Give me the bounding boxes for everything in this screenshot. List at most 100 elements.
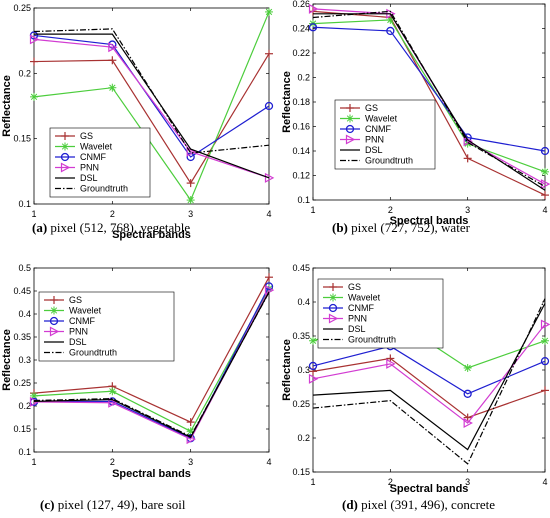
series-line-gs <box>33 53 270 185</box>
legend-label: PNN <box>69 327 88 337</box>
y-axis-label: Reflectance <box>1 75 13 137</box>
y-tick-label: 0.12 <box>292 171 310 181</box>
legend-marker <box>49 316 59 326</box>
legend-item: Wavelet <box>44 306 102 316</box>
legend-item: PNN <box>340 134 384 145</box>
series-line-cnmf <box>33 34 270 158</box>
legend-label: PNN <box>365 135 384 145</box>
legend-label: Groundtruth <box>365 156 413 166</box>
y-tick-label: 0.5 <box>18 263 31 273</box>
y-tick-label: 0.2 <box>297 73 310 83</box>
panel-3: 1 2 3 4 0.1 0.15 0.2 0.25 0.3 0.35 0.4 0.45 0.5 Spect… <box>1 263 275 480</box>
data-point <box>30 391 38 400</box>
panel-2: 1 2 3 4 0.1 0.12 0.14 0.16 0.18 0.2 0.22 0.24 0.26 Sp… <box>281 0 550 227</box>
y-tick-label: 0.2 <box>297 433 310 443</box>
legend-item: GS <box>55 131 93 141</box>
x-tick-label: 1 <box>310 477 315 487</box>
series-line-groundtruth <box>312 10 546 188</box>
data-point <box>308 3 319 14</box>
legend-item: CNMF <box>340 124 391 134</box>
data-point <box>264 172 275 183</box>
legend-item: Groundtruth <box>323 335 396 345</box>
caption-2: (b) pixel (727, 752), water <box>332 220 470 236</box>
panel-4: 1 2 3 4 0.15 0.2 0.25 0.3 0.35 0.4 0.45 Spectral ba… <box>281 263 550 495</box>
x-tick-label: 1 <box>31 457 36 467</box>
data-point <box>463 363 472 372</box>
series-line-gs <box>312 357 546 419</box>
x-tick-label: 1 <box>31 209 36 219</box>
legend-label: CNMF <box>69 316 95 326</box>
data-point <box>186 179 195 188</box>
series-line-groundtruth <box>33 28 270 154</box>
series-line-pnn <box>312 324 546 424</box>
legend-label: DSL <box>80 173 98 183</box>
caption-text: pixel (127, 49), bare soil <box>54 497 186 512</box>
y-tick-label: 0.3 <box>18 355 31 365</box>
legend-item: PNN <box>44 326 88 337</box>
x-tick-label: 1 <box>310 205 315 215</box>
legend-label: PNN <box>80 163 99 173</box>
y-tick-label: 0.3 <box>297 365 310 375</box>
x-tick-label: 3 <box>465 205 470 215</box>
legend-label: Wavelet <box>69 306 102 316</box>
x-tick-label: 3 <box>188 457 193 467</box>
legend-marker <box>49 326 60 337</box>
y-tick-label: 0.35 <box>292 331 310 341</box>
series-line-gs <box>33 276 270 423</box>
y-tick-label: 0.14 <box>292 146 310 156</box>
legend-label: Groundtruth <box>80 184 128 194</box>
legend-label: GS <box>69 295 82 305</box>
x-axis-label: Spectral bands <box>390 483 469 495</box>
legend-marker <box>60 162 71 173</box>
y-tick-label: 0.25 <box>13 3 31 13</box>
data-point <box>186 196 195 205</box>
caption-tag: (b) <box>332 220 348 235</box>
data-point <box>463 154 472 163</box>
legend-marker <box>345 134 356 145</box>
y-tick-label: 0.25 <box>292 399 310 409</box>
y-tick-label: 0.1 <box>18 447 31 457</box>
series-groundtruth <box>312 298 546 465</box>
y-tick-label: 0.45 <box>292 263 310 273</box>
y-tick-label: 0.15 <box>13 424 31 434</box>
data-point <box>386 358 396 369</box>
y-tick-label: 0.2 <box>18 68 31 78</box>
series-wavelet <box>30 284 273 436</box>
legend-item: GS <box>340 103 378 113</box>
legend-marker <box>328 303 338 313</box>
data-point <box>309 367 317 376</box>
data-point <box>540 319 550 330</box>
caption-text: pixel (512, 768), vegetable <box>47 220 191 235</box>
data-point <box>30 57 38 66</box>
data-point <box>108 56 117 65</box>
legend-label: DSL <box>69 337 87 347</box>
series-groundtruth <box>33 292 270 438</box>
series-pnn <box>308 319 550 429</box>
y-tick-label: 0.45 <box>13 286 31 296</box>
data-point <box>541 386 549 395</box>
data-point <box>265 273 273 282</box>
caption-text: pixel (391, 496), concrete <box>357 497 496 512</box>
data-point <box>264 101 274 111</box>
legend-marker <box>61 142 69 151</box>
data-point <box>308 23 318 32</box>
legend-label: Groundtruth <box>69 348 117 358</box>
data-point <box>108 397 118 408</box>
caption-tag: (d) <box>342 497 358 512</box>
x-tick-label: 4 <box>266 209 271 219</box>
data-point <box>30 92 38 101</box>
legend-item: DSL <box>323 324 366 334</box>
series-groundtruth <box>312 10 546 188</box>
legend-item: PNN <box>323 313 367 324</box>
legend-label: Groundtruth <box>348 335 396 345</box>
legend-marker <box>328 313 339 324</box>
legend-label: Wavelet <box>80 142 113 152</box>
y-tick-label: 0.16 <box>292 122 310 132</box>
data-point <box>186 418 195 427</box>
series-line-dsl <box>312 303 546 451</box>
data-point <box>265 7 273 16</box>
x-tick-label: 4 <box>542 477 547 487</box>
series-gs <box>30 49 273 188</box>
data-point <box>265 49 273 58</box>
